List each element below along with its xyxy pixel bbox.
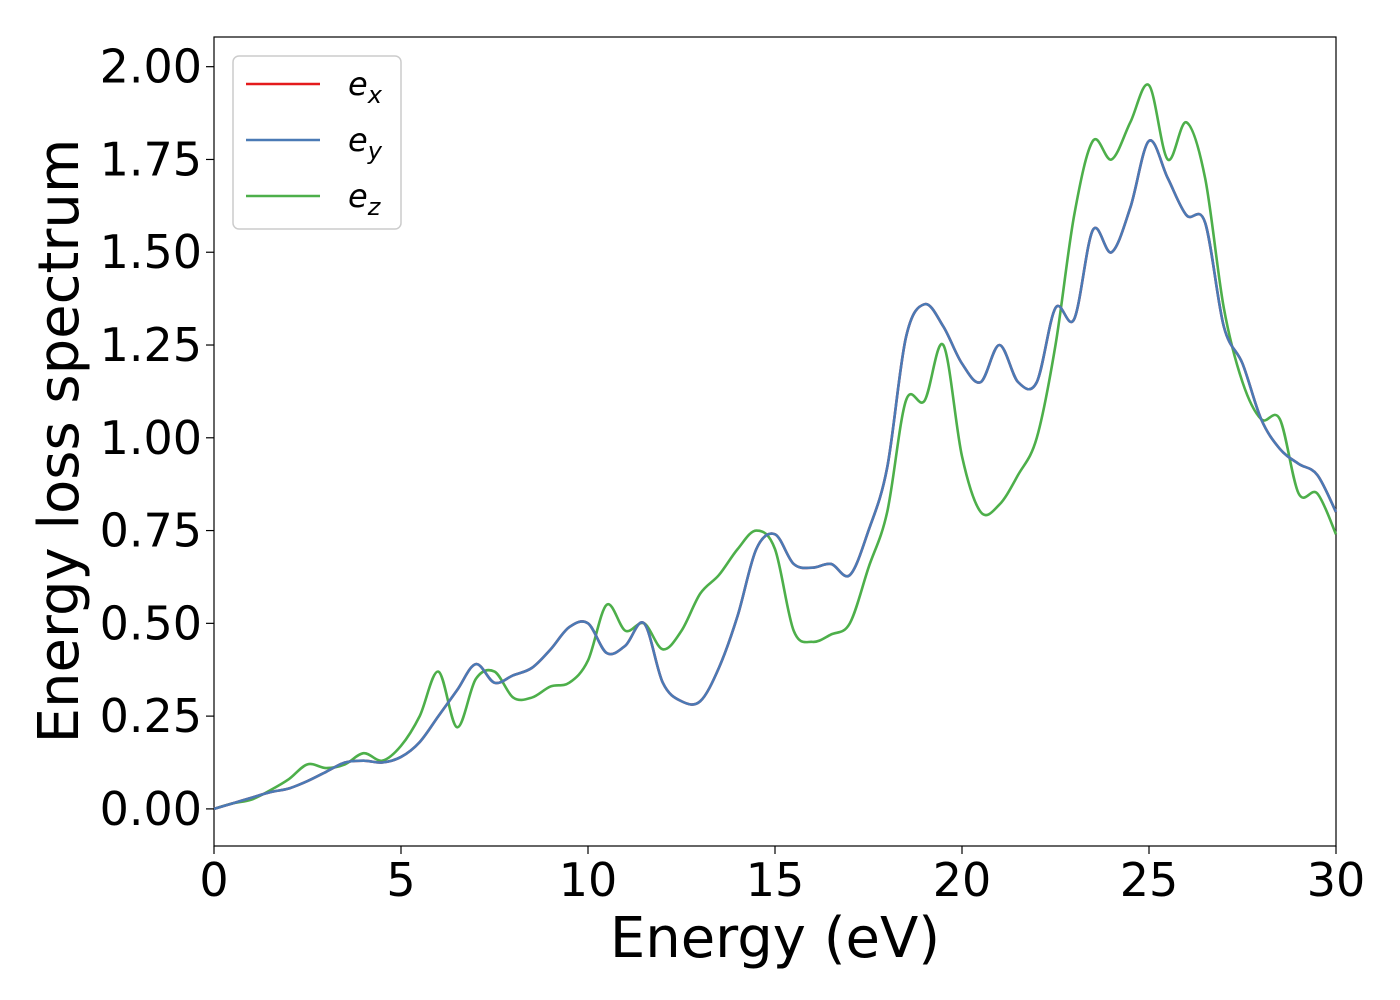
series-line-ez	[213, 83, 1338, 811]
x-tick-label: 0	[199, 853, 228, 907]
x-tick-label: 5	[386, 853, 415, 907]
y-tick-label: 0.75	[100, 504, 202, 558]
x-axis: 0 5 10 15 20 25 30	[199, 846, 1365, 907]
legend-label-ey: ey	[348, 121, 383, 165]
legend-label-ex: ex	[348, 65, 383, 109]
series-line-ey	[213, 139, 1338, 811]
legend-label-ez: ez	[348, 177, 382, 221]
y-axis-title: Energy loss spectrum	[27, 139, 92, 744]
legend: ex ey ez	[232, 55, 402, 230]
x-tick-label: 15	[746, 853, 805, 907]
x-axis-title: Energy (eV)	[610, 906, 940, 971]
y-tick-label: 0.25	[100, 689, 202, 743]
y-axis: 0.00 0.25 0.50 0.75 1.00 1.25 1.50 1.75 2.00	[100, 40, 214, 836]
x-tick-label: 10	[559, 853, 618, 907]
x-tick-label: 30	[1307, 853, 1366, 907]
series-layer	[213, 83, 1338, 811]
y-tick-label: 1.75	[100, 132, 202, 186]
y-tick-label: 1.25	[100, 318, 202, 372]
x-tick-label: 20	[933, 853, 992, 907]
y-tick-label: 1.50	[100, 225, 202, 279]
x-tick-label: 25	[1120, 853, 1179, 907]
y-tick-label: 2.00	[100, 40, 202, 94]
legend-box	[232, 55, 402, 230]
y-tick-label: 1.00	[100, 411, 202, 465]
y-tick-label: 0.50	[100, 596, 202, 650]
y-tick-label: 0.00	[100, 782, 202, 836]
